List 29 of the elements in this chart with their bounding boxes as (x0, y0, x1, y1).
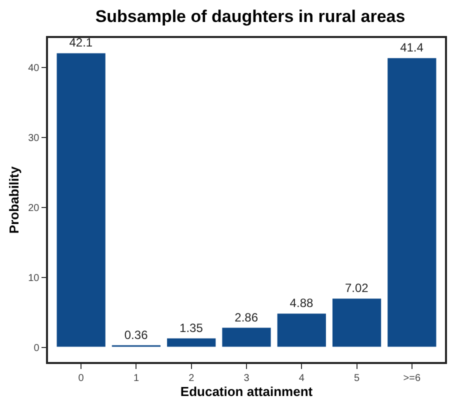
data-label: 41.4 (400, 40, 424, 55)
y-tick-label: 20 (28, 202, 40, 214)
bar (386, 57, 438, 348)
y-tick-label: 30 (28, 132, 40, 144)
bar (221, 326, 272, 348)
bar (276, 312, 327, 348)
x-tick-label: 5 (354, 372, 360, 384)
bar (331, 298, 382, 348)
y-tick-label: 0 (34, 342, 40, 354)
bar (56, 52, 106, 348)
data-label: 4.88 (290, 296, 314, 310)
x-tick-label: 3 (244, 372, 250, 384)
x-tick-label: 4 (298, 372, 305, 384)
data-label: 7.02 (344, 281, 369, 296)
x-axis-title: Education attainment (180, 384, 314, 399)
y-axis-title: Probability (6, 166, 22, 234)
bar (110, 344, 162, 348)
x-tick-label: 2 (188, 372, 195, 384)
x-tick-label: 1 (133, 372, 140, 384)
y-tick-label: 40 (28, 62, 40, 74)
data-label: 2.86 (234, 310, 258, 324)
x-tick-label: >=6 (403, 372, 421, 384)
data-label: 0.36 (124, 328, 148, 342)
chart-title: Subsample of daughters in rural areas (95, 7, 406, 26)
y-tick-label: 10 (28, 272, 40, 284)
data-label: 42.1 (69, 36, 93, 50)
bar (166, 337, 217, 348)
data-label: 1.35 (180, 320, 204, 335)
x-tick-label: 0 (78, 372, 84, 384)
